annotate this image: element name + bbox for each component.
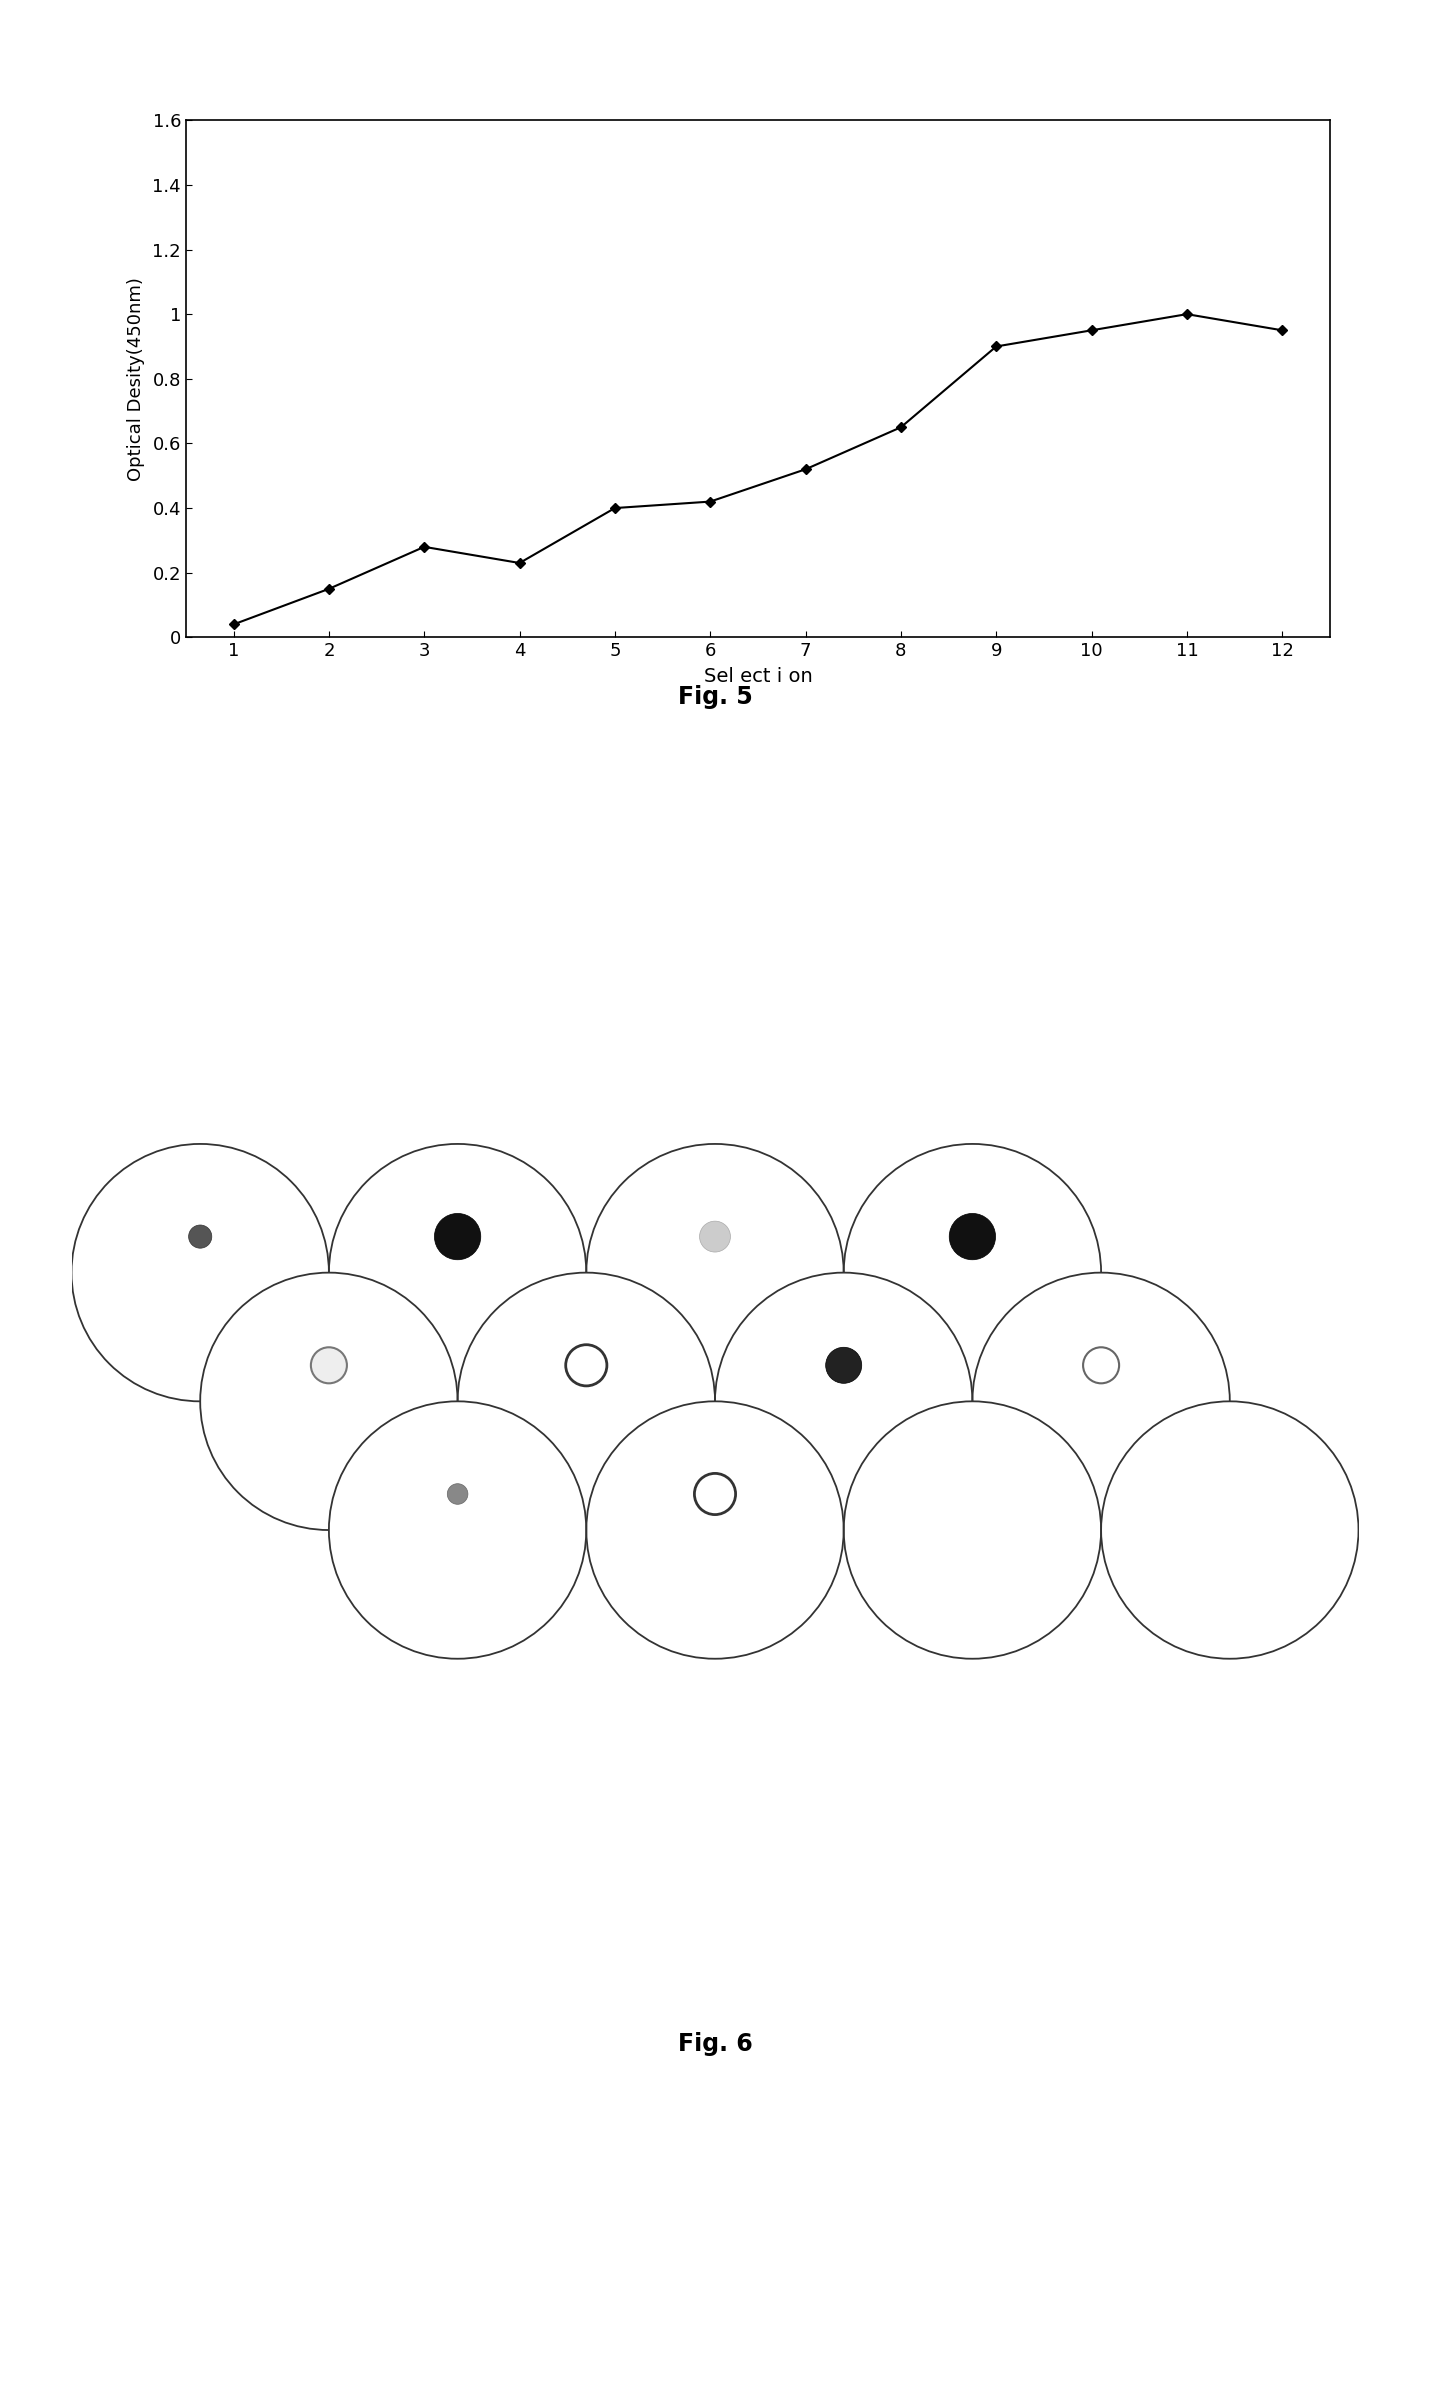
Circle shape — [329, 1145, 586, 1402]
Circle shape — [310, 1347, 347, 1383]
Circle shape — [1101, 1402, 1358, 1659]
Circle shape — [435, 1215, 480, 1260]
Circle shape — [699, 1222, 731, 1253]
Circle shape — [200, 1272, 458, 1530]
Circle shape — [329, 1402, 586, 1659]
Circle shape — [72, 1145, 329, 1402]
Circle shape — [695, 1474, 735, 1515]
Text: Fig. 5: Fig. 5 — [678, 685, 752, 709]
Circle shape — [715, 1272, 972, 1530]
Circle shape — [972, 1272, 1230, 1530]
Circle shape — [448, 1484, 468, 1503]
Y-axis label: Optical Desity(450nm): Optical Desity(450nm) — [127, 277, 146, 481]
Circle shape — [1083, 1347, 1120, 1383]
Circle shape — [189, 1224, 212, 1248]
Circle shape — [844, 1145, 1101, 1402]
Circle shape — [950, 1215, 995, 1260]
Circle shape — [586, 1145, 844, 1402]
X-axis label: Sel ect i on: Sel ect i on — [704, 666, 812, 685]
Circle shape — [566, 1344, 606, 1385]
Circle shape — [825, 1347, 862, 1383]
Circle shape — [458, 1272, 715, 1530]
Circle shape — [586, 1402, 844, 1659]
Text: Fig. 6: Fig. 6 — [678, 2032, 752, 2056]
Circle shape — [844, 1402, 1101, 1659]
